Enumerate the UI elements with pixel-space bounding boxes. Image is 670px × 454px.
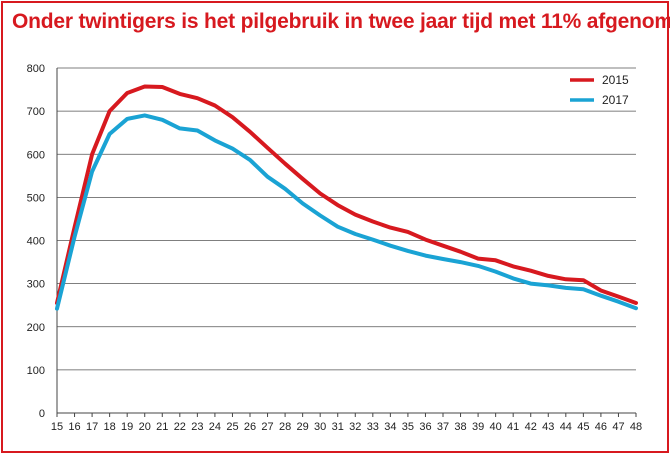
x-tick-label: 28 (279, 421, 291, 433)
x-tick-label: 23 (191, 421, 203, 433)
x-tick-label: 26 (244, 421, 256, 433)
x-tick-label: 31 (332, 421, 344, 433)
grid-lines (56, 67, 636, 414)
y-tick-label: 300 (27, 279, 45, 291)
x-tick-label: 33 (367, 421, 379, 433)
x-tick-label: 21 (156, 421, 168, 433)
y-tick-label: 800 (27, 63, 45, 75)
x-tick-label: 20 (139, 421, 151, 433)
x-tick-label: 36 (419, 421, 431, 433)
x-tick-label: 43 (542, 421, 554, 433)
x-tick-label: 37 (437, 421, 449, 433)
series-line-2017 (55, 113, 638, 311)
series-line-2015 (55, 84, 638, 305)
legend-label-2017: 2017 (602, 93, 629, 107)
x-tick-label: 27 (261, 421, 273, 433)
x-tick-label: 17 (86, 421, 98, 433)
y-tick-label: 0 (39, 408, 45, 420)
x-tick-label: 24 (209, 421, 221, 433)
y-tick-label: 700 (27, 106, 45, 118)
x-tick-label: 45 (577, 421, 589, 433)
x-tick-label: 41 (507, 421, 519, 433)
x-tick-label: 47 (612, 421, 624, 433)
y-tick-label: 100 (27, 365, 45, 377)
x-tick-label: 44 (560, 421, 572, 433)
x-tick-label: 30 (314, 421, 326, 433)
x-tick-label: 16 (68, 421, 80, 433)
x-tick-label: 15 (51, 421, 63, 433)
x-tick-label: 34 (384, 421, 396, 433)
x-tick-label: 48 (630, 421, 642, 433)
x-tick-label: 19 (121, 421, 133, 433)
y-tick-label: 200 (27, 322, 45, 334)
legend-label-2015: 2015 (602, 73, 629, 87)
x-tick-label: 22 (174, 421, 186, 433)
x-axis-ticks: 15 16 17 18 19 20 21 22 23 24 25 26 27 28 29 30 31 32 33 34… (51, 413, 642, 433)
y-axis-ticks: 0 100 200 300 400 500 600 700 800 (27, 63, 45, 420)
y-tick-label: 400 (27, 236, 45, 248)
legend: 2015 2017 (570, 73, 629, 107)
y-tick-label: 600 (27, 149, 45, 161)
x-tick-label: 38 (454, 421, 466, 433)
x-tick-label: 29 (297, 421, 309, 433)
chart-title: Onder twintigers is het pilgebruik in tw… (12, 10, 670, 33)
x-tick-label: 39 (472, 421, 484, 433)
x-tick-label: 32 (349, 421, 361, 433)
x-tick-label: 18 (104, 421, 116, 433)
x-tick-label: 42 (525, 421, 537, 433)
x-tick-label: 35 (402, 421, 414, 433)
x-tick-label: 46 (595, 421, 607, 433)
series-lines (55, 84, 638, 311)
x-tick-label: 25 (226, 421, 238, 433)
x-tick-label: 40 (490, 421, 502, 433)
y-tick-label: 500 (27, 192, 45, 204)
